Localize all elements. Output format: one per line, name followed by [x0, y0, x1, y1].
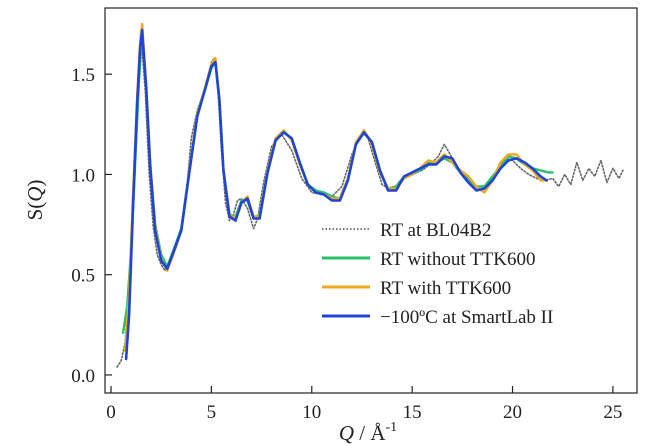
y-axis-title-var: Q: [23, 187, 47, 202]
x-tick-label: 15: [403, 402, 422, 423]
x-tick-label: 5: [207, 402, 217, 423]
y-tick-label: 1.0: [71, 165, 95, 186]
legend-label-1: RT without TTK600: [380, 249, 535, 270]
plot-frame: [104, 7, 638, 394]
y-axis-title-post: ): [23, 180, 47, 187]
x-tick-label: 10: [302, 402, 321, 423]
x-axis-title-var: Q: [339, 421, 354, 445]
x-tick-label: 0: [106, 402, 116, 423]
y-axis-title: S(Q): [23, 180, 47, 221]
series-line-3: [124, 28, 548, 361]
y-tick-label: 0.0: [71, 366, 95, 387]
legend-label-3: −100ºC at SmartLab II: [380, 307, 553, 328]
x-axis: 0 5 10 15 20 25: [106, 386, 622, 423]
x-tick-label: 20: [503, 402, 522, 423]
y-tick-label: 1.5: [71, 65, 95, 86]
x-axis-title-unit: / Å: [354, 421, 386, 445]
series-layer: [116, 22, 624, 368]
legend-label-2: RT with TTK600: [380, 278, 511, 299]
x-axis-title-exp: -1: [386, 420, 398, 435]
y-axis-title-pre: S(: [23, 202, 47, 221]
y-tick-label: 0.5: [71, 266, 95, 287]
x-tick-label: 25: [603, 402, 622, 423]
y-axis: 0.0 0.5 1.0 1.5: [71, 65, 112, 387]
x-axis-title: Q / Å-1: [339, 420, 397, 445]
legend: RT at BL04B2 RT without TTK600 RT with TTK…: [322, 220, 553, 328]
legend-label-0: RT at BL04B2: [380, 220, 491, 241]
